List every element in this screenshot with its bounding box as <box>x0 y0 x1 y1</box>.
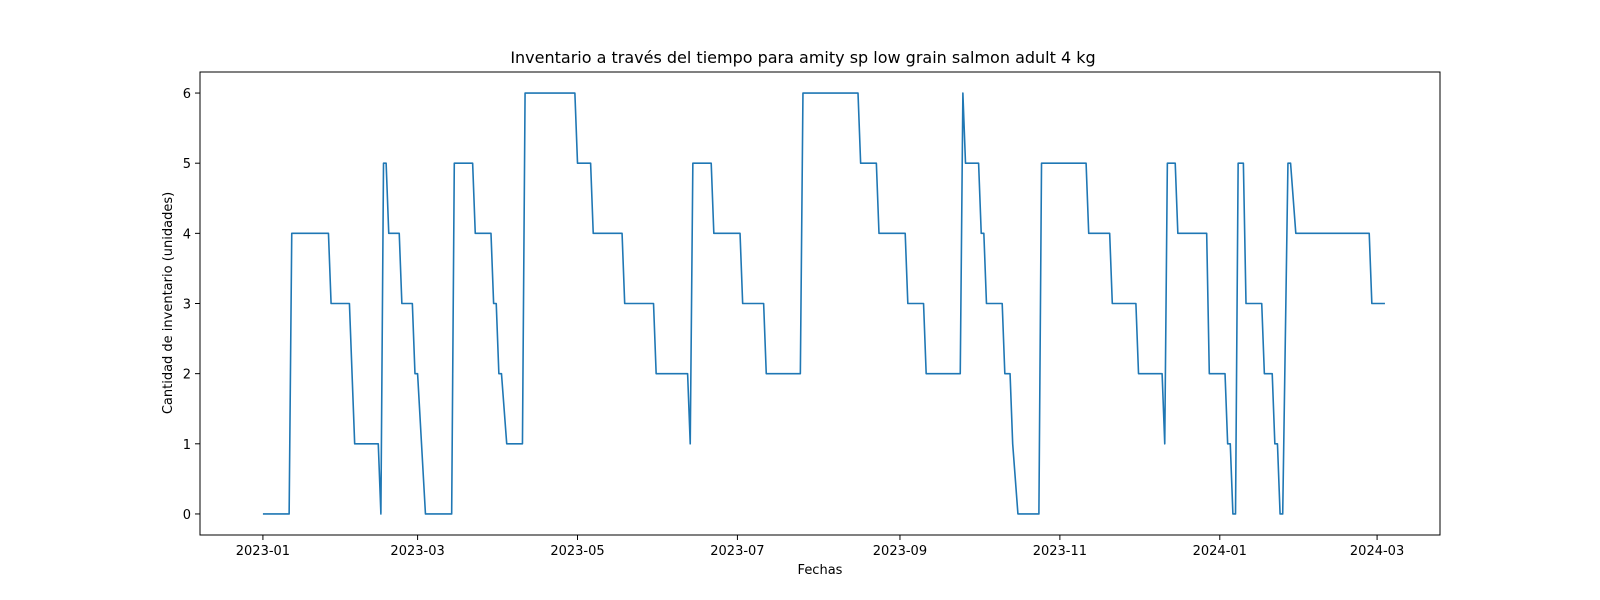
y-tick-label: 2 <box>183 368 191 383</box>
x-axis: 2023-01 2023-03 2023-05 2023-07 2023-09 2023-… <box>236 535 1404 559</box>
y-tick-label: 4 <box>183 227 191 242</box>
plot-area <box>262 92 1385 515</box>
x-tick-label: 2023-11 <box>1033 544 1087 559</box>
x-tick-label: 2023-09 <box>873 544 927 559</box>
x-tick-label: 2024-03 <box>1350 544 1404 559</box>
y-tick-label: 5 <box>183 157 191 172</box>
x-tick-label: 2024-01 <box>1193 544 1247 559</box>
y-tick-label: 0 <box>183 508 191 523</box>
y-tick-label: 1 <box>183 438 191 453</box>
x-tick-label: 2023-05 <box>550 544 604 559</box>
chart-title: Inventario a través del tiempo para amit… <box>510 48 1095 67</box>
y-tick-label: 3 <box>183 298 191 313</box>
x-tick-label: 2023-03 <box>390 544 444 559</box>
y-tick-label: 6 <box>183 87 191 102</box>
inventory-series-line <box>262 92 1385 515</box>
y-axis-title: Cantidad de inventario (unidades) <box>161 192 176 414</box>
x-axis-title: Fechas <box>798 563 843 578</box>
x-tick-label: 2023-01 <box>236 544 290 559</box>
y-axis: 0 1 2 3 4 5 6 <box>183 87 200 523</box>
x-tick-label: 2023-07 <box>710 544 764 559</box>
